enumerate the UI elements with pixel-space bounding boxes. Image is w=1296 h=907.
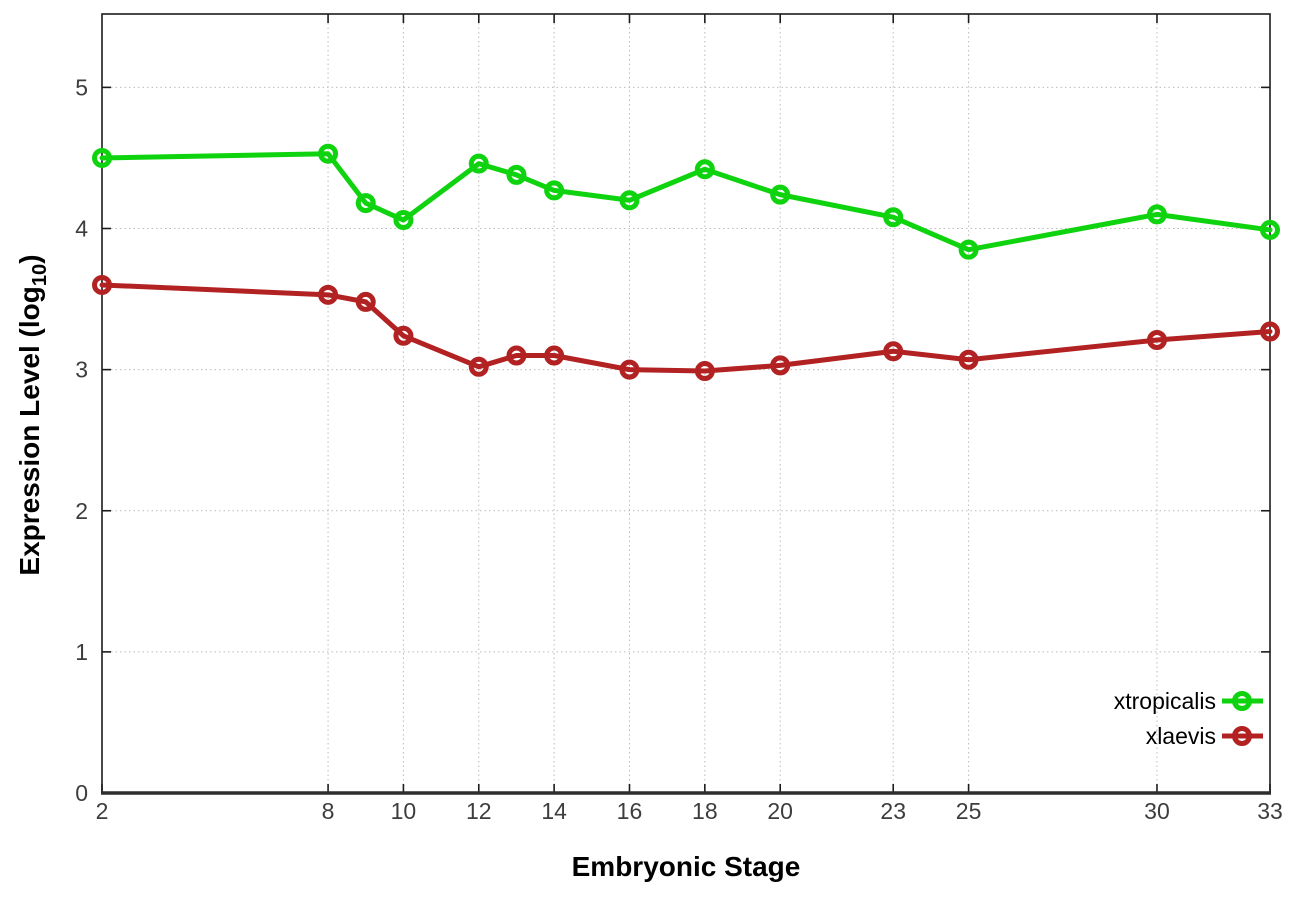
data-point-xtropicalis xyxy=(958,239,979,260)
data-point-xtropicalis xyxy=(506,164,527,185)
data-point-xlaevis xyxy=(1146,329,1167,350)
x-tick-label: 12 xyxy=(466,798,492,824)
data-point-xlaevis xyxy=(883,341,904,362)
data-point-xlaevis xyxy=(770,355,791,376)
x-axis-title-text: Embryonic Stage xyxy=(571,851,801,882)
data-point-xtropicalis xyxy=(355,193,376,214)
y-tick-label: 4 xyxy=(75,216,88,242)
x-tick-label: 25 xyxy=(956,798,982,824)
x-tick-label: 2 xyxy=(96,798,109,824)
x-tick-label: 33 xyxy=(1257,798,1283,824)
data-point-xlaevis xyxy=(318,284,339,305)
x-tick-label: 18 xyxy=(692,798,718,824)
x-axis-title: Embryonic Stage xyxy=(102,851,1270,883)
data-point-xlaevis xyxy=(694,361,715,382)
x-tick-label: 20 xyxy=(767,798,793,824)
data-point-xtropicalis xyxy=(393,210,414,231)
data-point-xtropicalis xyxy=(1146,204,1167,225)
series-line-xlaevis xyxy=(99,282,1273,374)
legend-marker-xtropicalis xyxy=(1232,691,1252,711)
y-tick-label: 5 xyxy=(75,74,88,100)
y-tick-label: 3 xyxy=(75,357,88,383)
legend-marker-xlaevis xyxy=(1232,726,1252,746)
y-axis-title-subscript: 10 xyxy=(28,263,51,287)
y-axis-title-text: Expression Level (log xyxy=(14,286,46,576)
data-point-xtropicalis xyxy=(318,143,339,164)
data-point-xlaevis xyxy=(1260,321,1280,342)
data-point-xlaevis xyxy=(958,349,979,370)
y-tick-label: 2 xyxy=(75,498,88,524)
y-axis-title: Expression Level (log10) xyxy=(14,254,52,575)
data-point-xlaevis xyxy=(92,274,112,295)
y-axis-title-suffix: ) xyxy=(14,254,46,264)
data-point-xtropicalis xyxy=(694,159,715,180)
x-tick-label: 10 xyxy=(391,798,417,824)
data-point-xlaevis xyxy=(468,356,489,377)
data-point-xtropicalis xyxy=(770,184,791,205)
legend-label-xtropicalis: xtropicalis xyxy=(1114,688,1216,714)
data-point-xtropicalis xyxy=(619,190,640,211)
data-point-xtropicalis xyxy=(544,180,565,201)
data-point-xlaevis xyxy=(619,359,640,380)
x-tick-label: 8 xyxy=(322,798,335,824)
y-tick-label: 0 xyxy=(75,780,88,806)
data-point-xtropicalis xyxy=(468,153,489,174)
x-tick-label: 23 xyxy=(880,798,906,824)
data-point-xtropicalis xyxy=(92,147,112,168)
data-point-xlaevis xyxy=(355,291,376,312)
plot-frame xyxy=(101,13,1271,794)
y-tick-label: 1 xyxy=(75,639,88,665)
legend-label-xlaevis: xlaevis xyxy=(1146,723,1216,749)
x-tick-label: 16 xyxy=(617,798,643,824)
data-point-xtropicalis xyxy=(1260,219,1280,240)
data-point-xlaevis xyxy=(544,345,565,366)
data-point-xtropicalis xyxy=(883,207,904,228)
x-tick-label: 30 xyxy=(1144,798,1170,824)
series-line-xtropicalis xyxy=(99,151,1273,253)
x-tick-label: 14 xyxy=(541,798,567,824)
data-point-xlaevis xyxy=(506,345,527,366)
data-point-xlaevis xyxy=(393,325,414,346)
